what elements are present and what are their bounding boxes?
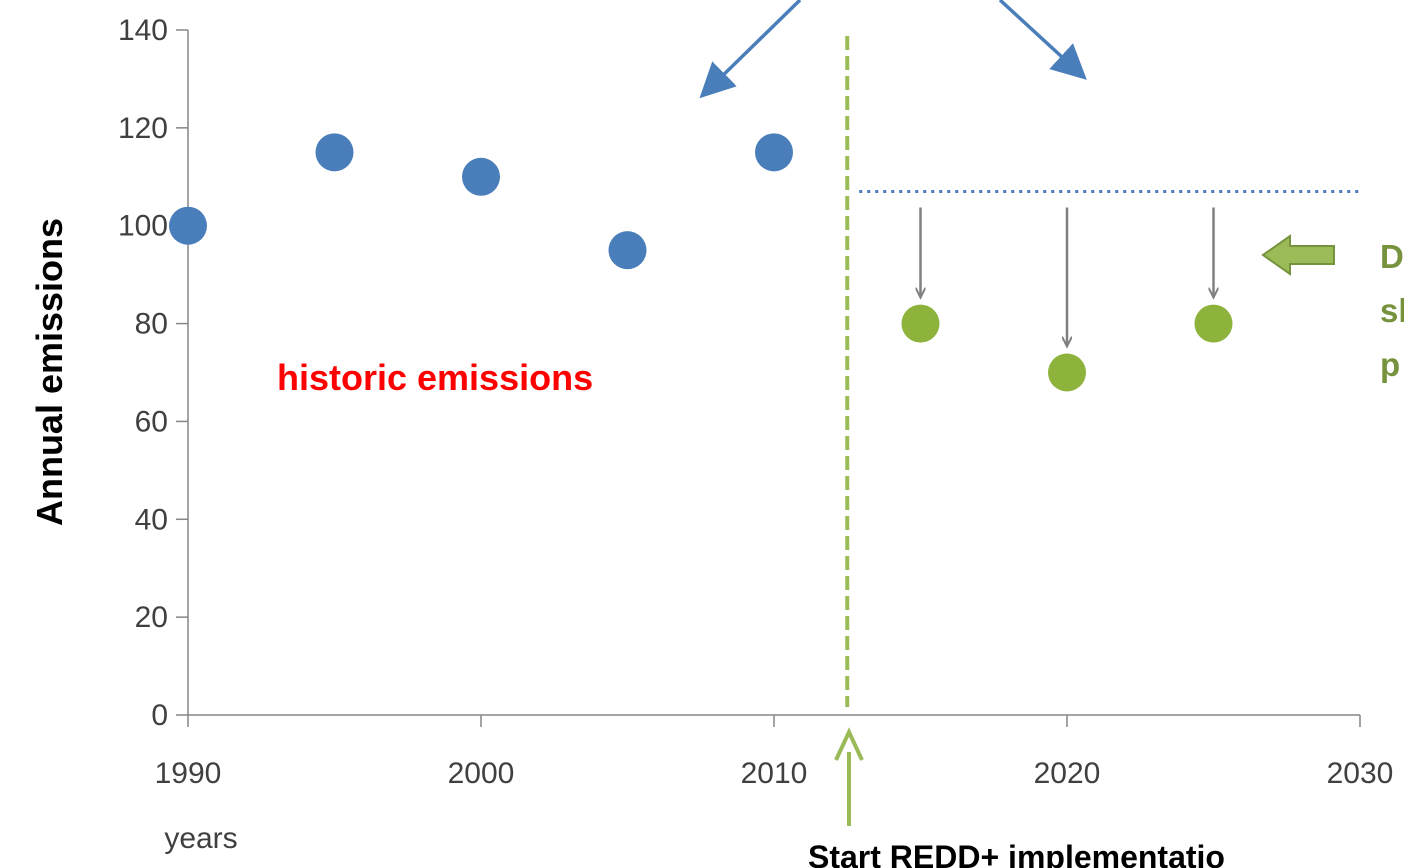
data-point — [901, 304, 940, 343]
x-tick-label: 2020 — [1034, 757, 1101, 790]
x-tick-label: 2030 — [1327, 757, 1394, 790]
x-axis-ticks: 1990 2000 2010 2020 2030 — [155, 715, 1394, 790]
data-point — [1048, 353, 1086, 392]
y-tick-label: 60 — [135, 405, 168, 438]
start-arrow-head-icon — [834, 727, 864, 761]
pointer-arrow-right — [998, 0, 1087, 80]
y-tick-label: 140 — [118, 14, 168, 47]
pointer-arrow-left — [699, 0, 802, 99]
historic-emissions-label: historic emissions — [277, 357, 593, 398]
data-point — [169, 206, 207, 245]
green-left-arrow-icon — [1261, 234, 1335, 276]
data-point — [462, 157, 500, 196]
reduction-arrows — [921, 207, 1214, 346]
green-label-line-3: p — [1380, 346, 1400, 383]
y-tick-label: 20 — [135, 601, 168, 634]
start-implementation-label: Start REDD+ implementatio — [808, 839, 1225, 868]
x-axis-title: years — [164, 822, 237, 855]
y-tick-label: 80 — [135, 308, 168, 341]
x-tick-label: 2010 — [741, 757, 808, 790]
data-point — [608, 231, 647, 270]
y-axis-title: Annual emissions — [29, 218, 70, 526]
green-label-line-2: sl — [1380, 292, 1404, 329]
data-point — [315, 133, 354, 172]
x-tick-label: 2000 — [448, 757, 515, 790]
data-point — [755, 133, 793, 172]
y-axis-ticks: 0 20 40 60 80 100 120 140 — [118, 14, 188, 732]
y-tick-label: 120 — [118, 112, 168, 145]
y-tick-label: 0 — [151, 699, 168, 732]
data-point — [1194, 304, 1233, 343]
green-label-line-1: D — [1380, 238, 1404, 275]
data-points — [169, 133, 1233, 392]
x-tick-label: 1990 — [155, 757, 222, 790]
y-tick-label: 40 — [135, 503, 168, 536]
y-tick-label: 100 — [118, 210, 168, 243]
